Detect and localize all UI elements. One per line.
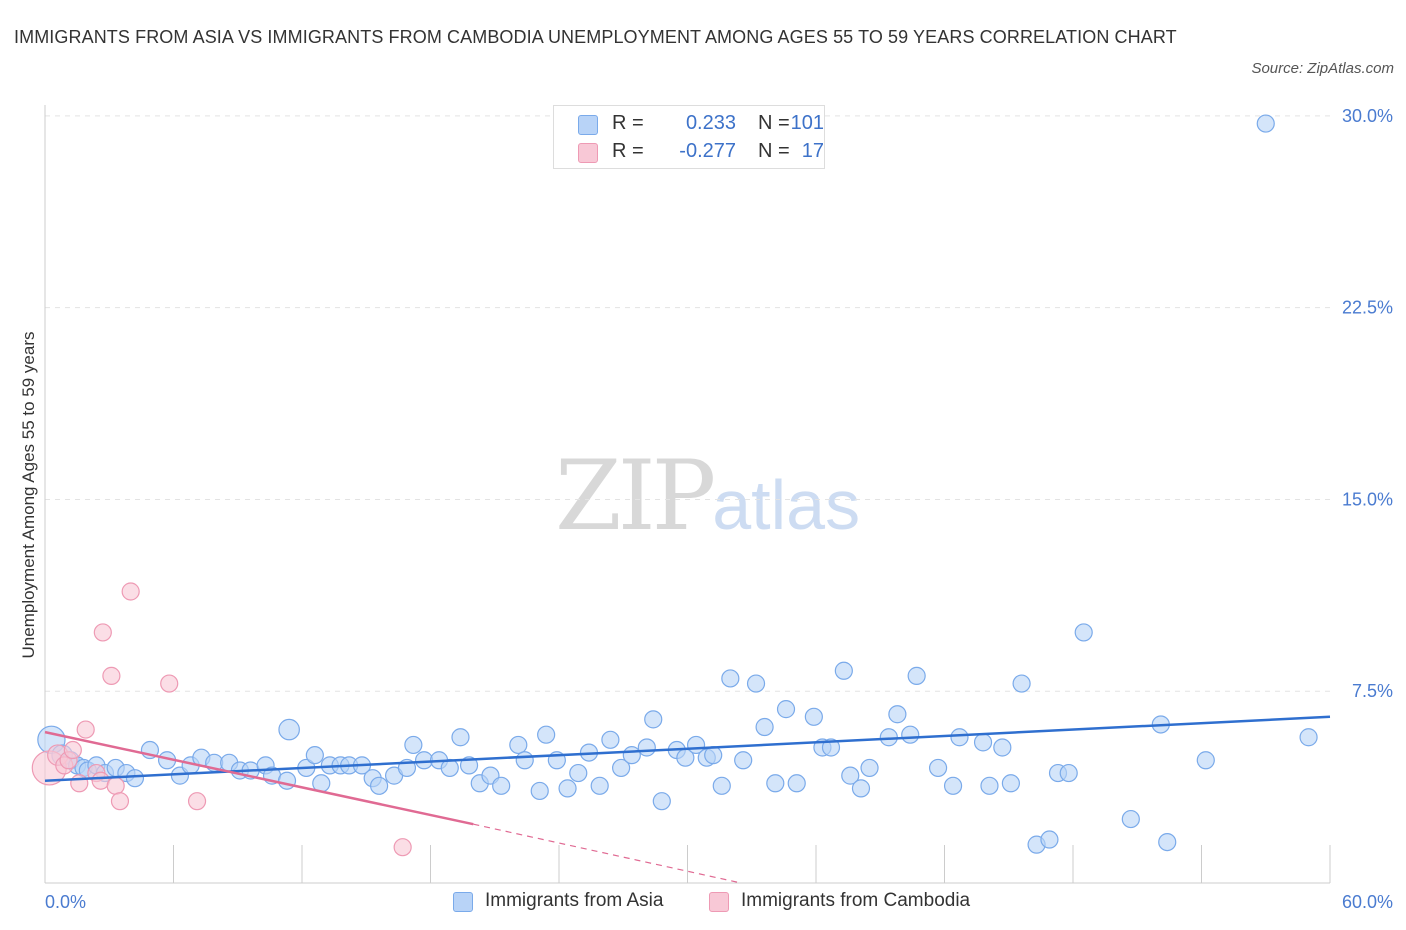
asia-point bbox=[993, 738, 1012, 757]
asia-point bbox=[841, 766, 860, 785]
cambodia-point bbox=[76, 720, 95, 739]
asia-point bbox=[537, 725, 556, 744]
cambodia-point bbox=[106, 776, 125, 795]
asia-point bbox=[1001, 774, 1020, 793]
asia-point bbox=[1158, 832, 1177, 852]
cambodia-n-value: 17 bbox=[801, 140, 824, 162]
watermark-atlas: atlas bbox=[712, 466, 861, 544]
asia-point bbox=[637, 738, 656, 757]
y-tick-label: 22.5% bbox=[1342, 298, 1393, 318]
asia-point bbox=[950, 728, 969, 747]
asia-point bbox=[943, 776, 963, 795]
asia-point bbox=[712, 776, 731, 795]
asia-point bbox=[515, 751, 534, 770]
cambodia-legend-swatch bbox=[709, 892, 729, 912]
asia-point bbox=[1012, 674, 1031, 693]
asia-point bbox=[1121, 809, 1140, 829]
series-legend: Immigrants from Asia Immigrants from Cam… bbox=[0, 889, 1406, 917]
cambodia-legend-label: Immigrants from Cambodia bbox=[741, 890, 971, 911]
cambodia-point bbox=[63, 740, 82, 760]
asia-legend-label: Immigrants from Asia bbox=[485, 890, 664, 911]
asia-point bbox=[1299, 728, 1318, 747]
cambodia-trend-line bbox=[44, 730, 474, 826]
asia-point bbox=[530, 781, 549, 801]
correlation-legend: R = 0.233 N = 101 R = -0.277 N = 17 bbox=[553, 105, 825, 169]
asia-r-value: 0.233 bbox=[685, 112, 736, 134]
cambodia-swatch bbox=[578, 143, 598, 163]
asia-point bbox=[746, 674, 766, 693]
y-tick-label: 30.0% bbox=[1342, 106, 1393, 126]
asia-r-label: R = bbox=[612, 112, 644, 134]
asia-point bbox=[278, 718, 300, 741]
chart-title: IMMIGRANTS FROM ASIA VS IMMIGRANTS FROM … bbox=[14, 27, 1177, 47]
asia-point bbox=[590, 776, 609, 795]
cambodia-point bbox=[187, 792, 207, 811]
cambodia-n-label: N = bbox=[758, 140, 790, 162]
cambodia-r-label: R = bbox=[612, 140, 644, 162]
x-tick-label-max: 60.0% bbox=[1342, 892, 1393, 912]
asia-point bbox=[901, 725, 920, 744]
asia-n-label: N = bbox=[758, 112, 790, 134]
y-tick-label: 7.5% bbox=[1352, 681, 1393, 701]
asia-point bbox=[622, 746, 641, 765]
cambodia-point bbox=[110, 792, 130, 811]
watermark-zip: ZIP bbox=[555, 440, 716, 552]
asia-legend-swatch bbox=[453, 892, 473, 912]
asia-trend-line bbox=[44, 715, 1331, 782]
asia-point bbox=[1196, 751, 1215, 770]
asia-point bbox=[558, 779, 577, 798]
asia-point bbox=[459, 756, 479, 775]
y-tick-label: 15.0% bbox=[1342, 489, 1393, 509]
asia-point bbox=[644, 710, 663, 729]
asia-point bbox=[1074, 623, 1093, 642]
cambodia-point bbox=[160, 674, 179, 693]
asia-point bbox=[305, 746, 324, 765]
asia-point bbox=[1040, 830, 1059, 849]
cambodia-point bbox=[121, 582, 140, 601]
asia-point bbox=[804, 707, 823, 726]
asia-point bbox=[755, 717, 774, 737]
asia-n-value: 101 bbox=[790, 112, 824, 134]
asia-point bbox=[834, 661, 853, 680]
asia-point bbox=[980, 776, 999, 795]
asia-point bbox=[569, 763, 588, 783]
asia-point bbox=[851, 779, 871, 798]
asia-point bbox=[451, 728, 470, 747]
asia-point bbox=[721, 669, 740, 688]
cambodia-trend-extension bbox=[473, 823, 742, 884]
asia-point bbox=[509, 735, 528, 755]
x-tick-label-min: 0.0% bbox=[45, 892, 86, 912]
cambodia-point bbox=[102, 666, 121, 685]
asia-point bbox=[601, 730, 620, 749]
asia-point bbox=[1256, 114, 1275, 133]
cambodia-point bbox=[393, 838, 412, 857]
asia-point bbox=[907, 666, 926, 685]
asia-point bbox=[888, 705, 907, 724]
asia-point bbox=[787, 774, 806, 793]
asia-point bbox=[734, 751, 753, 770]
asia-point bbox=[370, 776, 389, 795]
asia-point bbox=[1059, 763, 1078, 783]
asia-point bbox=[766, 774, 785, 793]
asia-point bbox=[125, 769, 145, 788]
asia-point bbox=[492, 776, 511, 795]
asia-swatch bbox=[578, 115, 598, 135]
asia-point bbox=[704, 746, 723, 765]
asia-point bbox=[612, 758, 631, 778]
asia-point bbox=[652, 792, 671, 811]
watermark: ZIPatlas bbox=[555, 440, 860, 552]
asia-point bbox=[928, 758, 948, 778]
asia-point bbox=[776, 700, 796, 719]
asia-point bbox=[860, 758, 879, 778]
cambodia-point bbox=[70, 774, 89, 793]
cambodia-point bbox=[93, 623, 112, 642]
asia-point bbox=[821, 738, 841, 757]
asia-point bbox=[973, 733, 993, 752]
asia-point bbox=[404, 735, 423, 755]
cambodia-r-value: -0.277 bbox=[679, 140, 736, 162]
source-label: Source: ZipAtlas.com bbox=[1251, 60, 1394, 77]
